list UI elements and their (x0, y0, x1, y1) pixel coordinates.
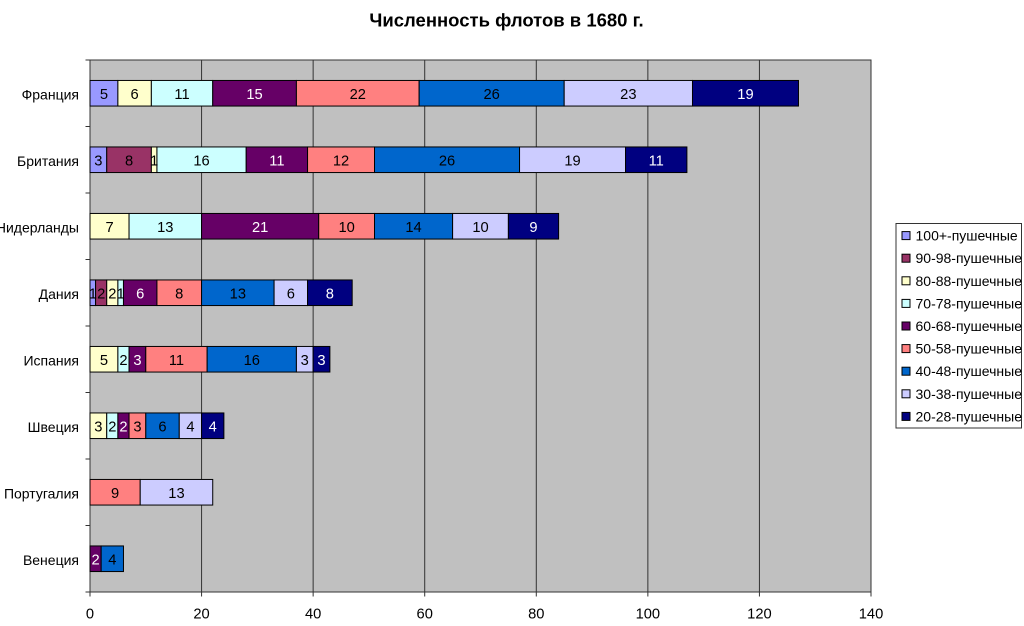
svg-text:40-48-пушечные: 40-48-пушечные (916, 363, 1023, 379)
svg-text:2: 2 (108, 420, 116, 436)
svg-text:12: 12 (333, 154, 349, 170)
svg-text:8: 8 (125, 154, 133, 170)
svg-text:1: 1 (150, 154, 158, 170)
svg-text:2: 2 (91, 553, 99, 569)
svg-text:7: 7 (105, 220, 113, 236)
svg-text:6: 6 (287, 287, 295, 303)
svg-text:13: 13 (230, 287, 246, 303)
svg-text:10: 10 (472, 220, 488, 236)
svg-text:Швеция: Швеция (28, 419, 79, 435)
svg-text:60-68-пушечные: 60-68-пушечные (916, 318, 1023, 334)
svg-text:2: 2 (119, 420, 127, 436)
svg-text:Британия: Британия (17, 153, 79, 169)
svg-text:9: 9 (529, 220, 537, 236)
svg-text:Дания: Дания (39, 286, 79, 302)
svg-text:1: 1 (89, 287, 97, 303)
svg-text:5: 5 (100, 87, 108, 103)
svg-text:0: 0 (86, 607, 94, 621)
svg-text:100+-пушечные: 100+-пушечные (916, 228, 1018, 244)
svg-text:20: 20 (193, 607, 209, 621)
svg-text:3: 3 (133, 353, 141, 369)
svg-text:40: 40 (305, 607, 321, 621)
svg-text:90-98-пушечные: 90-98-пушечные (916, 250, 1023, 266)
svg-text:4: 4 (186, 420, 194, 436)
svg-text:15: 15 (246, 87, 262, 103)
svg-text:23: 23 (620, 87, 636, 103)
svg-text:Франция: Франция (22, 86, 79, 102)
svg-text:19: 19 (564, 154, 580, 170)
svg-text:3: 3 (133, 420, 141, 436)
svg-text:30-38-пушечные: 30-38-пушечные (916, 386, 1023, 402)
svg-text:13: 13 (157, 220, 173, 236)
svg-text:3: 3 (301, 353, 309, 369)
svg-text:80-88-пушечные: 80-88-пушечные (916, 273, 1023, 289)
svg-text:16: 16 (244, 353, 260, 369)
svg-text:5: 5 (100, 353, 108, 369)
svg-text:4: 4 (108, 553, 116, 569)
svg-text:120: 120 (747, 607, 772, 621)
svg-text:Португалия: Португалия (4, 485, 79, 501)
svg-text:22: 22 (350, 87, 366, 103)
svg-text:Численность флотов в 1680 г.: Численность флотов в 1680 г. (369, 9, 643, 30)
svg-text:8: 8 (175, 287, 183, 303)
svg-text:3: 3 (94, 420, 102, 436)
svg-text:60: 60 (417, 607, 433, 621)
svg-text:11: 11 (174, 87, 189, 103)
svg-text:70-78-пушечные: 70-78-пушечные (916, 295, 1023, 311)
svg-text:19: 19 (737, 87, 753, 103)
svg-text:11: 11 (649, 154, 664, 170)
svg-text:50-58-пушечные: 50-58-пушечные (916, 341, 1023, 357)
svg-text:11: 11 (169, 353, 184, 369)
svg-text:2: 2 (97, 287, 105, 303)
svg-text:16: 16 (193, 154, 209, 170)
svg-text:1: 1 (117, 287, 125, 303)
svg-text:6: 6 (131, 87, 139, 103)
svg-text:11: 11 (269, 154, 284, 170)
svg-text:10: 10 (338, 220, 354, 236)
svg-text:26: 26 (483, 87, 499, 103)
svg-text:3: 3 (94, 154, 102, 170)
svg-text:8: 8 (326, 287, 334, 303)
svg-text:2: 2 (108, 287, 116, 303)
svg-text:9: 9 (111, 486, 119, 502)
svg-text:140: 140 (859, 607, 884, 621)
svg-text:20-28-пушечные: 20-28-пушечные (916, 408, 1023, 424)
svg-text:14: 14 (405, 220, 421, 236)
svg-text:26: 26 (439, 154, 455, 170)
svg-text:13: 13 (168, 486, 184, 502)
svg-text:Испания: Испания (23, 352, 79, 368)
svg-text:2: 2 (119, 353, 127, 369)
svg-text:100: 100 (636, 607, 661, 621)
svg-text:6: 6 (158, 420, 166, 436)
svg-text:6: 6 (136, 287, 144, 303)
svg-text:3: 3 (317, 353, 325, 369)
svg-text:Венеция: Венеция (23, 552, 79, 568)
svg-text:4: 4 (209, 420, 217, 436)
svg-text:21: 21 (252, 220, 268, 236)
svg-text:80: 80 (528, 607, 544, 621)
svg-text:Нидерланды: Нидерланды (0, 219, 79, 235)
